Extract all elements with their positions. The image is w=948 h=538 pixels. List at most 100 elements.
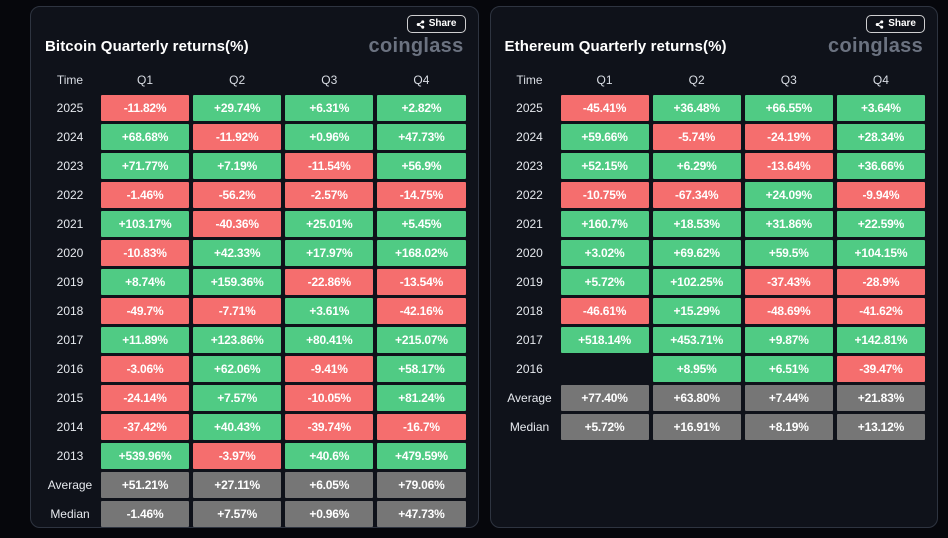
quarterly-returns-card: Share Bitcoin Quarterly returns(%) coing… [30,6,479,528]
share-row: Share [503,15,925,33]
return-cell: +9.87% [744,327,833,353]
return-cell: +47.73% [377,124,466,150]
return-cell: -5.74% [652,124,741,150]
row-label: Average [47,478,93,492]
row-label: Median [50,507,90,521]
return-cell: -3.97% [193,443,282,469]
return-cell: -24.19% [744,124,833,150]
return-cell: +36.48% [652,95,741,121]
summary-cell: +79.06% [377,472,466,498]
summary-cell: +47.73% [377,501,466,527]
return-cell: -16.7% [377,414,466,440]
summary-cell: +16.91% [652,414,741,440]
summary-cell: +77.40% [560,385,649,411]
return-cell: -37.43% [744,269,833,295]
return-cell: +104.15% [836,240,925,266]
return-cell: +81.24% [377,385,466,411]
row-label: 2018 [56,304,84,318]
return-cell: -48.69% [744,298,833,324]
return-cell: +518.14% [560,327,649,353]
row-label: 2025 [516,101,543,115]
column-header: Q3 [321,73,338,87]
summary-cell: +8.19% [744,414,833,440]
return-cell: -9.41% [285,356,374,382]
column-header: Q4 [872,73,889,87]
row-label: 2023 [516,159,543,173]
return-cell: +5.45% [377,211,466,237]
return-cell: -56.2% [193,182,282,208]
row-label: 2021 [516,217,543,231]
return-cell: +539.96% [101,443,190,469]
row-label: 2021 [56,217,84,231]
return-cell: +25.01% [285,211,374,237]
return-cell: -3.06% [101,356,190,382]
share-icon [875,19,884,29]
return-cell: +59.66% [560,124,649,150]
row-label: 2019 [56,275,84,289]
return-cell: +15.29% [652,298,741,324]
return-cell: -49.7% [101,298,190,324]
row-label: 2016 [516,362,543,376]
return-cell: +42.33% [193,240,282,266]
share-button-label: Share [888,18,916,29]
return-cell: +17.97% [285,240,374,266]
return-cell: +142.81% [836,327,925,353]
summary-cell: +27.11% [193,472,282,498]
return-cell: -45.41% [560,95,649,121]
return-cell: -7.71% [193,298,282,324]
return-cell: +103.17% [101,211,190,237]
row-label: Median [509,420,550,434]
row-label: 2019 [516,275,543,289]
column-header: Time [56,73,84,87]
row-label: Average [507,391,552,405]
return-cell: +18.53% [652,211,741,237]
coinglass-logo: coinglass [368,35,464,57]
row-label: 2016 [56,362,84,376]
summary-cell: +13.12% [836,414,925,440]
return-cell: -14.75% [377,182,466,208]
return-cell: -2.57% [285,182,374,208]
return-cell: -11.92% [193,124,282,150]
return-cell: -46.61% [560,298,649,324]
return-cell: -11.82% [101,95,190,121]
return-cell: -39.47% [836,356,925,382]
return-cell: -10.75% [560,182,649,208]
share-button-label: Share [428,18,457,29]
return-cell: +453.71% [652,327,741,353]
return-cell: +160.7% [560,211,649,237]
summary-cell: +7.44% [744,385,833,411]
summary-cell: +21.83% [836,385,925,411]
column-header: Q4 [413,73,430,87]
share-button[interactable]: Share [406,15,466,33]
return-cell: +3.61% [285,298,374,324]
card-header: Bitcoin Quarterly returns(%) coinglass [45,35,464,58]
return-cell: +28.34% [836,124,925,150]
column-header: Q1 [137,73,154,87]
return-cell: +102.25% [652,269,741,295]
return-cell: +71.77% [101,153,190,179]
share-button[interactable]: Share [866,15,925,33]
row-label: 2022 [56,188,84,202]
card-header: Ethereum Quarterly returns(%) coinglass [505,35,924,58]
row-label: 2013 [56,449,84,463]
return-cell: +6.51% [744,356,833,382]
row-label: 2023 [56,159,84,173]
return-cell: -10.83% [101,240,190,266]
return-cell: +3.02% [560,240,649,266]
returns-table: Time Q1 Q2 Q3 Q4 2025 -45.41% +36.48% +66.55% +3.… [503,70,925,440]
return-cell: -39.74% [285,414,374,440]
return-cell: +168.02% [377,240,466,266]
return-cell: +479.59% [377,443,466,469]
card-title: Bitcoin Quarterly returns(%) [45,38,249,55]
return-cell: +59.5% [744,240,833,266]
return-cell: +8.74% [101,269,190,295]
return-cell: +68.68% [101,124,190,150]
return-cell: +7.57% [193,385,282,411]
row-label: 2020 [516,246,543,260]
row-label: 2018 [516,304,543,318]
return-cell: +215.07% [377,327,466,353]
return-cell: +8.95% [652,356,741,382]
return-cell: +6.29% [652,153,741,179]
return-cell: +69.62% [652,240,741,266]
